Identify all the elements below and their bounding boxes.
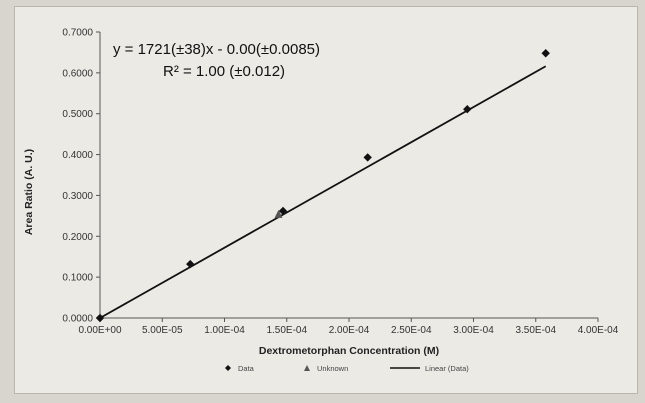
x-tick-label: 4.00E-04	[578, 325, 619, 336]
y-tick-label: 0.7000	[62, 28, 93, 39]
trendline	[99, 65, 547, 319]
legend-label: Data	[238, 364, 255, 373]
x-tick-label: 2.00E-04	[329, 325, 370, 336]
x-tick-label: 1.00E-04	[204, 325, 245, 336]
y-tick-label: 0.3000	[62, 191, 93, 202]
data-point-diamond	[363, 153, 372, 162]
x-tick-label: 2.50E-04	[391, 325, 432, 336]
y-tick-label: 0.6000	[62, 68, 93, 79]
y-tick-label: 0.0000	[62, 314, 93, 325]
regression-equation: y = 1721(±38)x - 0.00(±0.0085)	[113, 41, 320, 58]
y-tick-label: 0.2000	[62, 232, 93, 243]
legend-marker-diamond	[225, 365, 231, 371]
y-tick-label: 0.5000	[62, 109, 93, 120]
legend: Data Unknown Linear (Data)	[225, 364, 469, 373]
data-point-diamond	[95, 313, 105, 323]
unknown-point-triangle	[274, 209, 283, 218]
data-point-diamond	[278, 206, 288, 216]
linear-fit-line	[99, 65, 547, 319]
x-tick-label: 5.00E-05	[142, 325, 183, 336]
data-point-diamond	[541, 49, 550, 58]
x-tick-label: 3.50E-04	[515, 325, 556, 336]
legend-label: Unknown	[317, 364, 348, 373]
legend-marker-triangle	[304, 365, 310, 371]
x-axis-ticks: 0.00E+00 5.00E-05 1.00E-04 1.50E-04 2.00E-04…	[78, 318, 619, 336]
r-squared-annotation: R² = 1.00 (±0.012)	[163, 63, 285, 80]
chart-area	[14, 6, 638, 394]
x-axis-title: Dextrometorphan Concentration (M)	[259, 345, 439, 357]
y-axis-title: Area Ratio (A. U.)	[23, 149, 35, 235]
y-axis-ticks: 0.0000 0.1000 0.2000 0.3000 0.4000 0.5000 0.60…	[62, 28, 100, 325]
x-tick-label: 3.00E-04	[453, 325, 494, 336]
data-points	[95, 49, 550, 323]
x-tick-label: 1.50E-04	[266, 325, 307, 336]
data-point-diamond	[463, 105, 472, 114]
x-tick-label: 0.00E+00	[78, 325, 122, 336]
y-tick-label: 0.1000	[62, 273, 93, 284]
legend-label: Linear (Data)	[425, 364, 469, 373]
y-tick-label: 0.4000	[62, 150, 93, 161]
data-point-diamond	[186, 259, 195, 269]
